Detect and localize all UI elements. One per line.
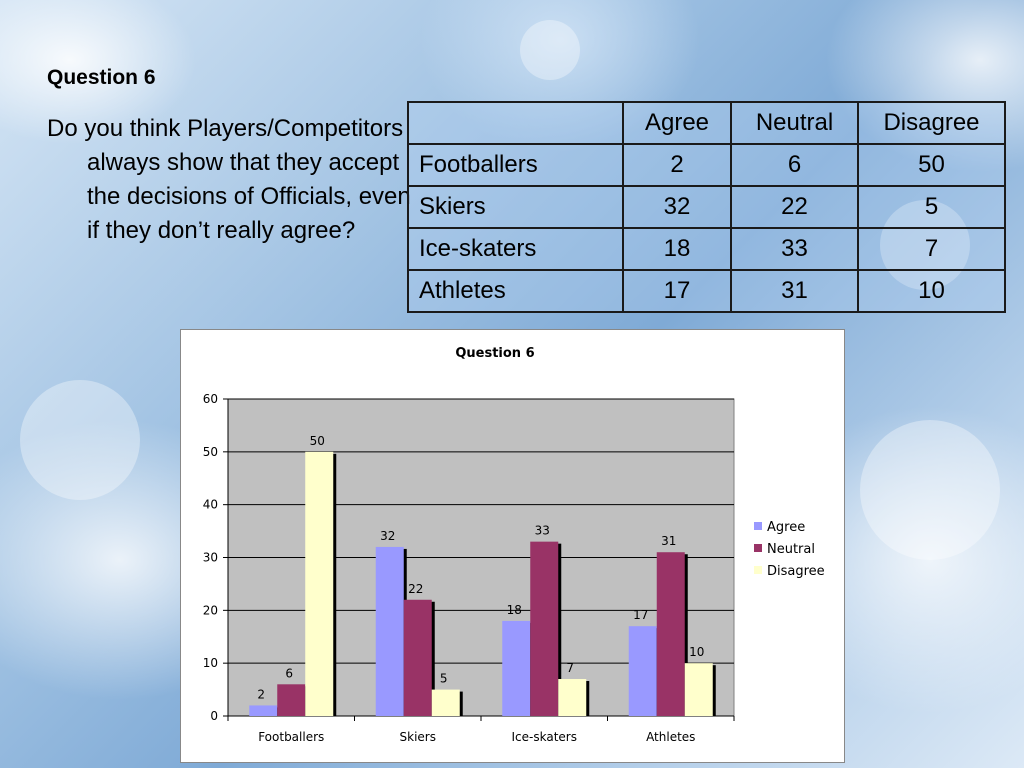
y-tick-label: 10 bbox=[203, 656, 218, 670]
table-row: Skiers 32 22 5 bbox=[407, 185, 1006, 229]
table-row: Footballers 2 6 50 bbox=[407, 143, 1006, 187]
y-tick-label: 60 bbox=[203, 392, 218, 406]
question-text: Do you think Players/Competitors always … bbox=[47, 115, 411, 244]
bar-agree bbox=[502, 620, 531, 716]
table-cell: 32 bbox=[622, 185, 732, 229]
table-cell: 7 bbox=[857, 227, 1006, 271]
bar-disagree bbox=[684, 663, 713, 716]
table-header-corner bbox=[407, 101, 624, 145]
bar-neutral bbox=[656, 552, 685, 716]
table-cell: 2 bbox=[622, 143, 732, 187]
table-cell: 22 bbox=[730, 185, 859, 229]
data-label: 10 bbox=[689, 645, 704, 659]
bar-agree bbox=[375, 546, 404, 716]
x-tick-label: Athletes bbox=[646, 730, 695, 744]
table-row: Athletes 17 31 10 bbox=[407, 269, 1006, 313]
chart-title: Question 6 bbox=[455, 346, 534, 361]
chart-container: Question 6 0 10 20 30 40 50 60 2 6 50 Footballers 32… bbox=[180, 329, 845, 763]
table-row-label: Athletes bbox=[407, 269, 624, 313]
table-row: Ice-skaters 18 33 7 bbox=[407, 227, 1006, 271]
table-cell: 31 bbox=[730, 269, 859, 313]
table-cell: 50 bbox=[857, 143, 1006, 187]
data-label: 18 bbox=[507, 603, 522, 617]
x-tick-label: Footballers bbox=[258, 730, 324, 744]
table-cell: 17 bbox=[622, 269, 732, 313]
x-tick-label: Skiers bbox=[400, 730, 436, 744]
data-label: 17 bbox=[633, 608, 648, 622]
slide-title: Question 6 bbox=[47, 66, 156, 89]
data-label: 5 bbox=[440, 672, 448, 686]
bar-neutral bbox=[277, 684, 306, 716]
data-label: 7 bbox=[566, 661, 574, 675]
legend-label-agree: Agree bbox=[767, 520, 805, 535]
table-cell: 5 bbox=[857, 185, 1006, 229]
data-label: 2 bbox=[257, 687, 265, 701]
data-label: 6 bbox=[285, 666, 293, 680]
table-cell: 18 bbox=[622, 227, 732, 271]
table-header-row: Agree Neutral Disagree bbox=[407, 101, 1006, 145]
bar-agree bbox=[628, 626, 657, 716]
data-table: Agree Neutral Disagree Footballers 2 6 5… bbox=[407, 101, 1006, 313]
table-cell: 33 bbox=[730, 227, 859, 271]
bar-agree bbox=[249, 705, 278, 716]
data-label: 22 bbox=[408, 582, 423, 596]
bar-disagree bbox=[558, 679, 587, 716]
x-tick-label: Ice-skaters bbox=[512, 730, 577, 744]
legend-swatch-neutral bbox=[754, 544, 762, 552]
table-row-label: Skiers bbox=[407, 185, 624, 229]
data-label: 33 bbox=[535, 524, 550, 538]
table-header-disagree: Disagree bbox=[857, 101, 1006, 145]
table-cell: 6 bbox=[730, 143, 859, 187]
legend-swatch-agree bbox=[754, 522, 762, 530]
table-row-label: Footballers bbox=[407, 143, 624, 187]
data-label: 50 bbox=[310, 434, 325, 448]
y-tick-label: 40 bbox=[203, 498, 218, 512]
y-tick-label: 20 bbox=[203, 603, 218, 617]
legend-swatch-disagree bbox=[754, 566, 762, 574]
table-cell: 10 bbox=[857, 269, 1006, 313]
table-header-agree: Agree bbox=[622, 101, 732, 145]
bar-disagree bbox=[431, 689, 460, 716]
table-header-neutral: Neutral bbox=[730, 101, 859, 145]
bar-neutral bbox=[530, 541, 559, 716]
y-tick-label: 50 bbox=[203, 445, 218, 459]
bar-disagree bbox=[305, 451, 334, 716]
y-tick-label: 0 bbox=[210, 709, 218, 723]
bar-neutral bbox=[403, 599, 432, 716]
data-label: 32 bbox=[380, 529, 395, 543]
data-label: 31 bbox=[661, 534, 676, 548]
legend-label-disagree: Disagree bbox=[767, 564, 825, 579]
legend-label-neutral: Neutral bbox=[767, 542, 815, 557]
table-row-label: Ice-skaters bbox=[407, 227, 624, 271]
y-tick-label: 30 bbox=[203, 551, 218, 565]
bar-chart: Question 6 0 10 20 30 40 50 60 2 6 50 Footballers 32… bbox=[203, 346, 825, 744]
